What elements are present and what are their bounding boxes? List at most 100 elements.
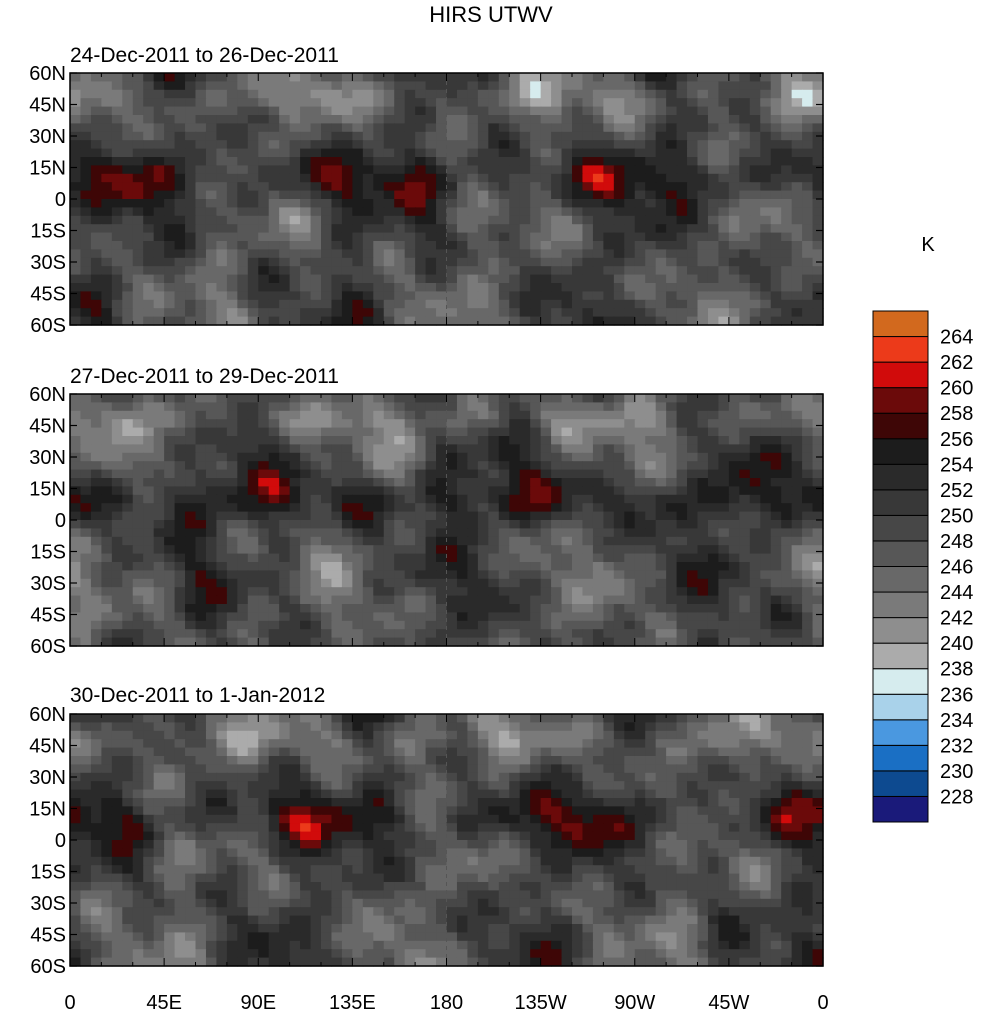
heatmap-cell [739,494,751,504]
heatmap-cell [498,316,510,326]
heatmap-cell [352,730,364,740]
heatmap-cell [90,536,102,546]
heatmap-cell [572,257,584,267]
heatmap-cell [111,316,123,326]
heatmap-cell [80,207,92,217]
heatmap-cell [101,291,113,301]
heatmap-cell [697,578,709,588]
heatmap-cell [383,98,395,108]
heatmap-cell [749,81,761,91]
heatmap-cell [321,587,333,597]
heatmap-cell [174,637,186,647]
heatmap-cell [70,123,82,133]
heatmap-cell [645,444,657,454]
heatmap-cell [446,452,458,462]
heatmap-cell [802,536,814,546]
heatmap-cell [592,520,604,529]
heatmap-cell [666,299,678,309]
heatmap-cell [592,140,604,150]
heatmap-cell [300,637,312,647]
heatmap-cell [70,207,82,217]
heatmap-cell [655,578,667,588]
y-tick-label: 0 [55,189,66,211]
heatmap-cell [80,283,92,292]
heatmap-cell [237,604,249,613]
heatmap-cell [488,511,500,521]
heatmap-cell [122,274,134,284]
heatmap-cell [383,215,395,225]
heatmap-cell [812,81,824,91]
heatmap-cell [477,291,489,301]
heatmap-cell [185,266,197,276]
heatmap-cell [770,637,782,647]
heatmap-cell [70,419,82,429]
heatmap-cell [341,182,353,192]
heatmap-cell [205,224,218,234]
heatmap-cell [624,436,636,445]
heatmap-cell [101,283,113,292]
heatmap-cell [791,427,803,437]
heatmap-cell [592,81,604,91]
heatmap-cell [362,520,374,529]
heatmap-cell [540,461,552,471]
heatmap-cell [111,98,123,108]
heatmap-cell [770,299,782,309]
heatmap-cell [498,747,510,757]
heatmap-cell [697,739,709,749]
heatmap-cell [540,73,552,82]
heatmap-cell [310,291,322,301]
heatmap-cell [237,478,249,487]
heatmap-cell [425,536,437,546]
heatmap-cell [687,436,699,445]
heatmap-cell [592,764,604,774]
heatmap-cell [624,394,636,403]
heatmap-cell [185,444,197,454]
heatmap-cell [195,478,207,487]
heatmap-cell [613,173,625,183]
heatmap-cell [185,291,197,301]
heatmap-cell [572,503,584,513]
heatmap-cell [247,730,259,740]
heatmap-cell [164,394,176,403]
heatmap-cell [268,115,280,124]
heatmap-cell [404,747,416,757]
heatmap-cell [456,173,469,183]
heatmap-cell [687,478,699,487]
heatmap-cell [268,257,280,267]
heatmap-cell [728,478,740,487]
heatmap-cell [718,266,730,276]
heatmap-cell [436,106,448,116]
heatmap-cell [781,714,793,723]
heatmap-cell [268,98,280,108]
heatmap-cell [289,436,301,445]
heatmap-cell [404,562,416,571]
heatmap-cell [791,89,803,99]
heatmap-cell [300,604,312,613]
heatmap-cell [185,190,197,200]
heatmap-cell [498,494,510,504]
heatmap-cell [226,587,238,597]
heatmap-cell [300,620,312,630]
heatmap-cell [707,316,720,326]
heatmap-cell [143,528,155,538]
heatmap-cell [749,157,761,166]
heatmap-cell [216,106,228,116]
heatmap-cell [613,199,625,208]
heatmap-cell [279,316,291,326]
heatmap-cell [707,578,720,588]
heatmap-cell [153,528,165,538]
heatmap-cell [205,747,218,757]
heatmap-cell [268,182,280,192]
heatmap-cell [749,637,761,647]
heatmap-cell [90,291,102,301]
heatmap-cell [676,182,688,192]
heatmap-cell [603,215,615,225]
heatmap-cell [781,115,793,124]
heatmap-cell [383,629,395,639]
heatmap-cell [613,747,625,757]
heatmap-cell [310,461,322,471]
heatmap-cell [341,511,353,521]
heatmap-cell [477,299,489,309]
heatmap-cell [258,249,270,259]
heatmap-cell [572,249,584,259]
